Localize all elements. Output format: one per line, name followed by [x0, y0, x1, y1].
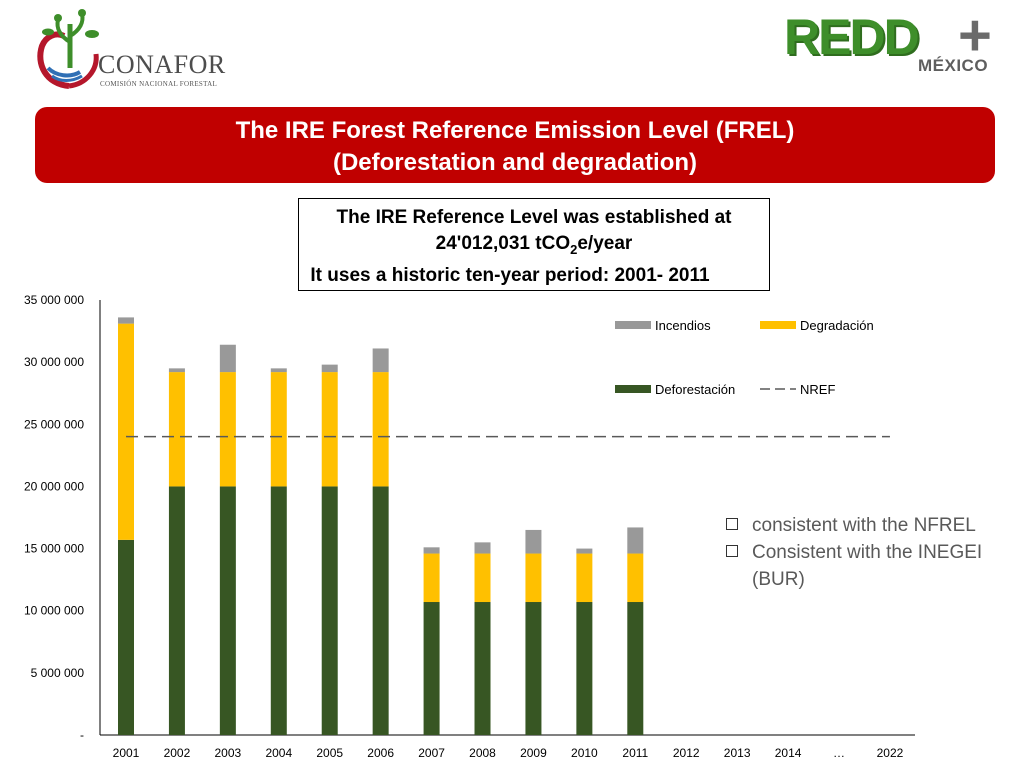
y-tick-label: 15 000 000	[24, 542, 84, 556]
y-tick-label: 30 000 000	[24, 355, 84, 369]
infobox-subscript: 2	[570, 241, 578, 257]
bullet-text: consistent with the NFREL	[752, 515, 976, 536]
conafor-logo-subtitle: COMISIÓN NACIONAL FORESTAL	[100, 80, 218, 88]
bar-degradaci-n	[118, 323, 134, 540]
x-tick-label: 2014	[775, 746, 802, 760]
title-banner: The IRE Forest Reference Emission Level …	[35, 107, 995, 183]
x-tick-label: 2008	[469, 746, 496, 760]
legend-swatch	[760, 321, 796, 329]
bar-degradaci-n	[219, 372, 236, 487]
bar-deforestaci-n	[627, 602, 644, 735]
x-tick-label: 2004	[265, 746, 292, 760]
legend-label: Incendios	[655, 318, 711, 333]
bar-degradaci-n	[372, 372, 389, 487]
bar-incendios	[372, 348, 389, 373]
bullet-item: consistent with the NFREL	[726, 512, 1016, 539]
bar-deforestaci-n	[372, 486, 389, 735]
bar-incendios	[270, 368, 287, 373]
y-tick-label: 20 000 000	[24, 479, 84, 493]
bar-deforestaci-n	[576, 602, 593, 735]
x-tick-label: 2003	[215, 746, 242, 760]
y-tick-label: 5 000 000	[31, 666, 85, 680]
bar-degradaci-n	[525, 553, 542, 603]
redd-plus-icon: +	[958, 3, 992, 68]
bar-degradaci-n	[474, 553, 491, 603]
infobox-line-3: It uses a historic ten-year period: 2001…	[310, 264, 710, 286]
bar-incendios	[576, 548, 593, 554]
x-tick-label: 2002	[164, 746, 191, 760]
bar-incendios	[474, 542, 491, 554]
x-tick-label: 2007	[418, 746, 445, 760]
infobox-unit: e/year	[577, 233, 633, 254]
infobox-line-2: 24'012,031 tCO2e/year	[299, 231, 769, 263]
y-tick-label: 25 000 000	[24, 417, 84, 431]
x-tick-label: 2001	[113, 746, 140, 760]
infobox-line-1: The IRE Reference Level was established …	[336, 207, 732, 228]
bar-deforestaci-n	[423, 602, 440, 735]
legend-label: Deforestación	[655, 382, 735, 397]
bar-incendios	[219, 344, 236, 373]
bar-degradaci-n	[270, 372, 287, 487]
bar-incendios	[118, 317, 134, 324]
redd-plus-mexico-logo: REDD + MÉXICO	[784, 3, 1004, 80]
x-tick-label: 2005	[316, 746, 343, 760]
infobox-value: 24'012,031 tCO	[435, 233, 571, 254]
legend-label: NREF	[800, 382, 835, 397]
x-tick-label: 2013	[724, 746, 751, 760]
x-tick-label: 2011	[622, 746, 648, 760]
title-line-1: The IRE Forest Reference Emission Level …	[235, 117, 795, 144]
bullet-text: Consistent with the INEGEI (BUR)	[752, 542, 983, 590]
redd-logo-country: MÉXICO	[918, 56, 989, 75]
x-tick-label: 2006	[367, 746, 394, 760]
legend-swatch	[615, 385, 651, 393]
bullet-list: consistent with the NFREL Consistent wit…	[726, 512, 1016, 593]
bar-degradaci-n	[627, 553, 644, 603]
emissions-stacked-bar-chart: - 5 000 000 10 000 000 15 000 000 20 000 000…	[24, 293, 915, 760]
bar-deforestaci-n	[474, 602, 491, 735]
x-tick-label: 2012	[673, 746, 700, 760]
checkbox-bullet-icon	[726, 545, 738, 557]
conafor-logo-text: CONAFOR	[98, 50, 226, 79]
x-tick-label: 2022	[877, 746, 904, 760]
bullet-item: Consistent with the INEGEI (BUR)	[726, 539, 1016, 593]
bar-deforestaci-n	[525, 602, 542, 735]
bar-degradaci-n	[321, 372, 338, 487]
legend-swatch	[615, 321, 651, 329]
y-tick-label: -	[80, 728, 84, 742]
bar-deforestaci-n	[118, 539, 134, 735]
x-tick-label: 2009	[520, 746, 547, 760]
redd-logo-text: REDD	[784, 9, 920, 65]
conafor-logo: CONAFOR COMISIÓN NACIONAL FORESTAL	[34, 6, 226, 92]
bar-deforestaci-n	[168, 486, 185, 735]
bar-degradaci-n	[576, 553, 593, 603]
x-tick-label: 2010	[571, 746, 598, 760]
bar-incendios	[525, 529, 542, 554]
y-tick-label: 10 000 000	[24, 604, 84, 618]
bar-deforestaci-n	[321, 486, 338, 735]
bar-degradaci-n	[423, 553, 440, 603]
bar-deforestaci-n	[219, 486, 236, 735]
x-tick-label: …	[833, 746, 845, 760]
checkbox-bullet-icon	[726, 518, 738, 530]
bar-degradaci-n	[168, 372, 185, 487]
bar-incendios	[168, 368, 185, 373]
bar-incendios	[627, 527, 644, 554]
title-line-2: (Deforestation and degradation)	[332, 149, 698, 176]
y-tick-label: 35 000 000	[24, 293, 84, 307]
bar-deforestaci-n	[270, 486, 287, 735]
reference-level-box: The IRE Reference Level was established …	[298, 198, 770, 291]
bar-incendios	[423, 547, 440, 554]
legend-label: Degradación	[800, 318, 874, 333]
conafor-emblem-icon	[37, 9, 99, 89]
bar-incendios	[321, 364, 338, 373]
